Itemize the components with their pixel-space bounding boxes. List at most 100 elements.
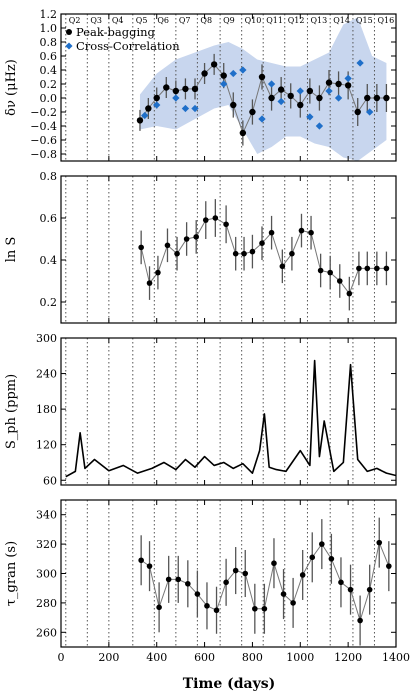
data-point xyxy=(136,117,144,124)
panel-s_ph: 60 120 180 240 300 S_ph (ppm) xyxy=(4,332,397,487)
plot-area xyxy=(65,338,396,485)
x-tick-label: 1000 xyxy=(286,651,314,664)
data-point xyxy=(165,576,172,583)
cross-correlation-marker xyxy=(172,94,180,102)
data-point xyxy=(338,579,344,586)
y-tick-label: −0.4 xyxy=(30,120,57,133)
data-point xyxy=(193,234,199,240)
cross-correlation-marker xyxy=(141,111,149,120)
y-tick-label: 0.6 xyxy=(40,50,58,63)
y-tick-label: 0.0 xyxy=(40,92,58,105)
y-tick-label: 0.4 xyxy=(40,64,58,77)
quarter-label: Q3 xyxy=(90,16,102,25)
quarter-label: Q10 xyxy=(245,16,262,25)
y-tick-label: 320 xyxy=(36,538,57,551)
data-point xyxy=(268,229,275,236)
data-point xyxy=(201,70,208,77)
x-axis-label: Time (days) xyxy=(183,676,275,692)
data-point xyxy=(306,87,314,95)
y-tick-label: 260 xyxy=(36,626,57,639)
data-point xyxy=(172,87,180,95)
data-point xyxy=(252,605,258,612)
data-point xyxy=(145,105,152,112)
y-axis-label: τ_gran (s) xyxy=(4,541,19,606)
y-tick-label: 340 xyxy=(36,509,57,522)
data-point xyxy=(213,607,220,614)
x-tick-label: 800 xyxy=(242,651,263,664)
data-point xyxy=(335,80,342,88)
data-point xyxy=(223,221,229,228)
y-tick-label: −0.2 xyxy=(30,106,57,119)
data-point xyxy=(364,265,371,272)
data-point xyxy=(373,94,381,102)
y-tick-label: 1.2 xyxy=(40,8,58,21)
panel-tau_gran: 260 280 300 320 340 0 200 400 600 800 1000 1200 1400… xyxy=(4,499,410,664)
cross-correlation-marker xyxy=(344,74,352,83)
data-point xyxy=(287,92,294,100)
data-point xyxy=(153,94,160,102)
data-point xyxy=(308,229,314,236)
y-tick-label: 0.6 xyxy=(40,212,58,225)
data-point xyxy=(239,129,247,137)
y-tick-label: 280 xyxy=(36,597,57,610)
data-point xyxy=(138,557,144,564)
data-point xyxy=(366,586,373,593)
data-point xyxy=(383,265,390,272)
y-axis-label: S_ph (ppm) xyxy=(4,374,19,449)
x-tick-label: 400 xyxy=(146,651,167,664)
data-point xyxy=(347,586,354,593)
data-point xyxy=(146,563,153,569)
x-tick-label: 1200 xyxy=(334,651,362,664)
cross-correlation-marker xyxy=(334,94,343,102)
data-point xyxy=(317,267,324,274)
cross-correlation-marker xyxy=(239,66,247,74)
data-point xyxy=(297,101,304,109)
panel-frame xyxy=(60,337,397,486)
y-tick-label: 0.8 xyxy=(40,170,58,183)
data-point xyxy=(356,265,362,272)
x-tick-label: 0 xyxy=(58,651,65,664)
data-point xyxy=(376,539,383,546)
data-point xyxy=(289,250,295,257)
data-point xyxy=(325,79,333,86)
data-point xyxy=(249,248,256,255)
plot-area xyxy=(65,176,390,323)
data-point xyxy=(290,600,296,606)
plot-area: Q2 Q3 Q4 Q5 Q6 Q7 Q8 Q9 Q10 Q11 Q12 Q13 Q14 Q15 Q16 xyxy=(65,14,394,161)
data-point xyxy=(212,215,219,221)
data-point xyxy=(299,572,306,578)
x-tick-label: 1400 xyxy=(382,651,410,664)
quarter-label: Q9 xyxy=(223,16,235,25)
data-point xyxy=(220,72,227,79)
data-point xyxy=(386,563,392,569)
quarter-label: Q15 xyxy=(356,16,373,25)
cross-correlation-marker xyxy=(267,80,276,88)
data-point xyxy=(327,269,333,276)
panel-delta_nu: Q2 Q3 Q4 Q5 Q6 Q7 Q8 Q9 Q10 Q11 Q12 Q13 Q14 Q15 Q16 −0.… xyxy=(4,8,397,162)
y-tick-label: 0.2 xyxy=(40,296,58,309)
quarter-label: Q8 xyxy=(200,16,212,25)
data-point xyxy=(185,580,191,587)
data-point xyxy=(298,227,305,234)
cross-correlation-marker xyxy=(229,69,237,78)
data-point xyxy=(261,605,268,612)
cross-correlation-marker xyxy=(325,87,333,95)
panel-frame xyxy=(60,499,397,648)
data-point xyxy=(364,94,371,102)
data-point xyxy=(354,108,361,116)
cross-correlation-marker xyxy=(220,80,228,88)
plot-area xyxy=(65,500,392,647)
y-tick-label: 0.4 xyxy=(40,254,58,267)
quarter-label: Q4 xyxy=(112,16,124,25)
legend-marker-peak-bagging xyxy=(66,29,72,35)
y-tick-label: −0.6 xyxy=(30,134,57,147)
y-tick-label: −0.8 xyxy=(30,148,57,161)
data-point xyxy=(309,554,316,561)
y-tick-label: 240 xyxy=(36,368,57,381)
cross-correlation-marker xyxy=(153,101,161,109)
data-point xyxy=(230,101,237,109)
data-point xyxy=(191,85,199,93)
data-point xyxy=(346,290,353,297)
data-point xyxy=(183,236,190,242)
